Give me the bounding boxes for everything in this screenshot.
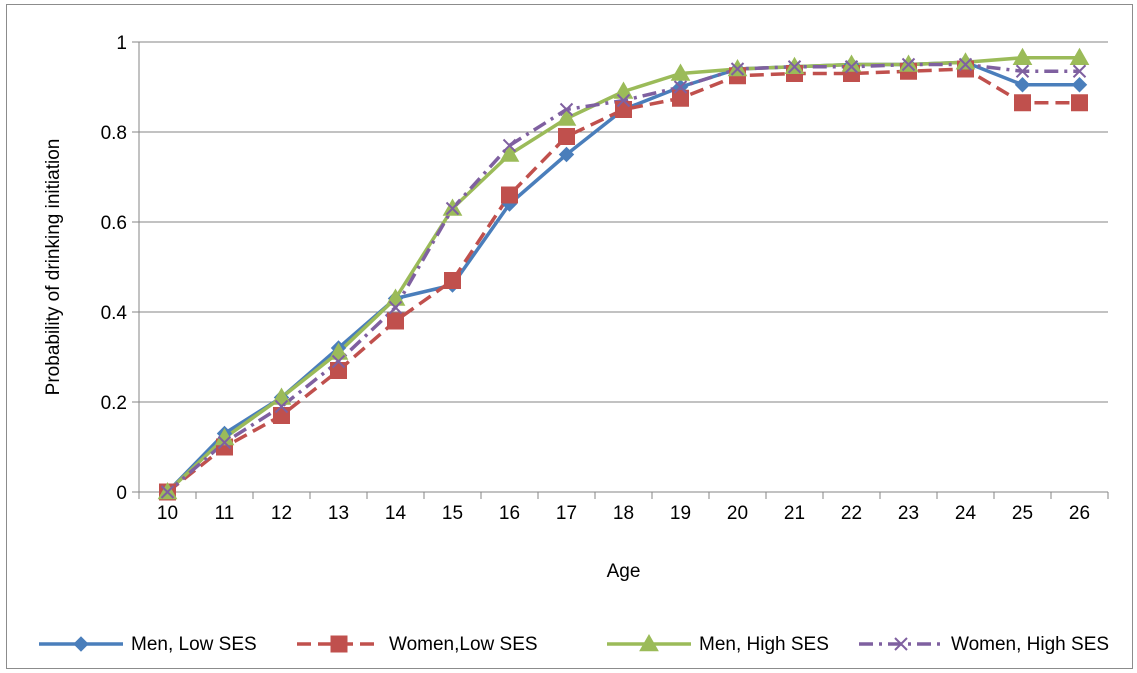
data-point-series-3 [556,108,577,126]
data-point-series-3 [328,342,349,360]
x-tick-label: 17 [556,503,577,524]
legend-label: Men, Low SES [131,634,257,655]
data-point-series-4 [730,62,745,76]
data-point-series-3 [499,144,520,162]
data-point-series-3 [385,288,406,306]
legend-label: Men, High SES [699,634,829,655]
data-point-series-4 [388,300,403,315]
series-line-4 [166,62,1080,494]
data-point-series-2 [1014,94,1031,112]
data-point-series-4 [559,102,574,117]
y-tick-label: 0.2 [101,393,127,414]
x-tick-label: 19 [670,503,691,524]
y-axis-title: Probability of drinking initiation [43,139,64,396]
y-tick-label: 0.6 [101,213,127,234]
gridlines [139,41,1108,403]
data-point-series-2 [330,362,347,379]
legend-label: Women,Low SES [389,634,538,655]
data-point-series-2 [444,272,461,289]
x-tick-label: 21 [784,503,805,524]
line-chart: 0 0.2 0.4 0.6 0.8 1 10 11 12 13 14 15 16 17 18 19 20 21 22… [39,33,1109,655]
data-point-series-2 [558,128,575,145]
data-point-series-1 [558,146,575,163]
legend-swatch-marker [73,636,89,652]
data-point-series-4 [673,80,688,94]
data-point-series-2 [672,89,689,107]
series-line-2 [166,67,1080,494]
x-tick-label: 13 [328,503,349,524]
y-tick-label: 0.8 [101,123,127,144]
x-tick-label: 14 [385,503,407,524]
data-point-series-2 [273,407,290,424]
data-point-series-3 [1069,47,1090,65]
legend-swatch-marker [330,635,348,653]
data-point-series-4 [445,201,460,216]
legend-label: Women, High SES [951,634,1109,655]
data-point-series-1 [1014,77,1031,93]
data-point-series-2 [1071,94,1088,112]
x-tick-label: 22 [841,503,862,524]
legend: Men, Low SES Women,Low SES Men, High SES Wo… [39,633,1109,655]
data-point-series-4 [217,435,232,450]
legend-swatch-marker [639,633,659,652]
data-point-series-3 [613,81,634,99]
legend-swatch-marker [894,637,908,651]
series-line-3 [166,56,1080,494]
data-point-series-2 [501,186,518,204]
x-tick-label: 18 [613,503,634,524]
x-tick-label: 26 [1069,503,1090,524]
y-tick-label: 0 [116,483,127,504]
data-point-series-4 [958,57,973,72]
data-point-series-4 [502,138,517,153]
y-tick-label: 0.4 [101,303,128,324]
x-tick-label: 10 [157,503,178,524]
series-line-1 [166,60,1080,494]
chart-frame: 0 0.2 0.4 0.6 0.8 1 10 11 12 13 14 15 16 17 18 19 20 21 22… [6,4,1133,669]
x-tick-label: 12 [271,503,292,524]
series-lines [166,56,1080,494]
data-point-series-4 [1015,64,1030,78]
data-point-series-4 [274,399,289,414]
x-tick-label: 15 [442,503,463,524]
x-tick-label: 11 [215,503,235,524]
x-tick-label: 20 [727,503,748,524]
data-point-series-3 [670,63,691,81]
data-point-series-4 [787,60,802,74]
data-point-series-3 [271,387,292,405]
series-markers [157,47,1090,501]
data-point-series-4 [901,57,916,72]
x-axis-title: Age [607,561,641,582]
x-tick-label: 24 [955,503,977,524]
x-tick-label: 25 [1012,503,1033,524]
data-point-series-4 [1072,64,1087,78]
data-point-series-4 [160,485,175,499]
y-tick-label: 1 [116,33,127,54]
data-point-series-4 [331,354,346,369]
data-point-series-1 [1071,77,1088,93]
data-point-series-4 [844,60,859,74]
x-tick-label: 16 [499,503,520,524]
axes: 0 0.2 0.4 0.6 0.8 1 10 11 12 13 14 15 16 17 18 19 20 21 22… [101,33,1109,524]
x-tick-label: 23 [898,503,919,524]
data-point-series-3 [1012,47,1033,65]
data-point-series-2 [387,312,404,330]
data-point-series-4 [616,93,631,108]
data-point-series-2 [615,101,632,118]
